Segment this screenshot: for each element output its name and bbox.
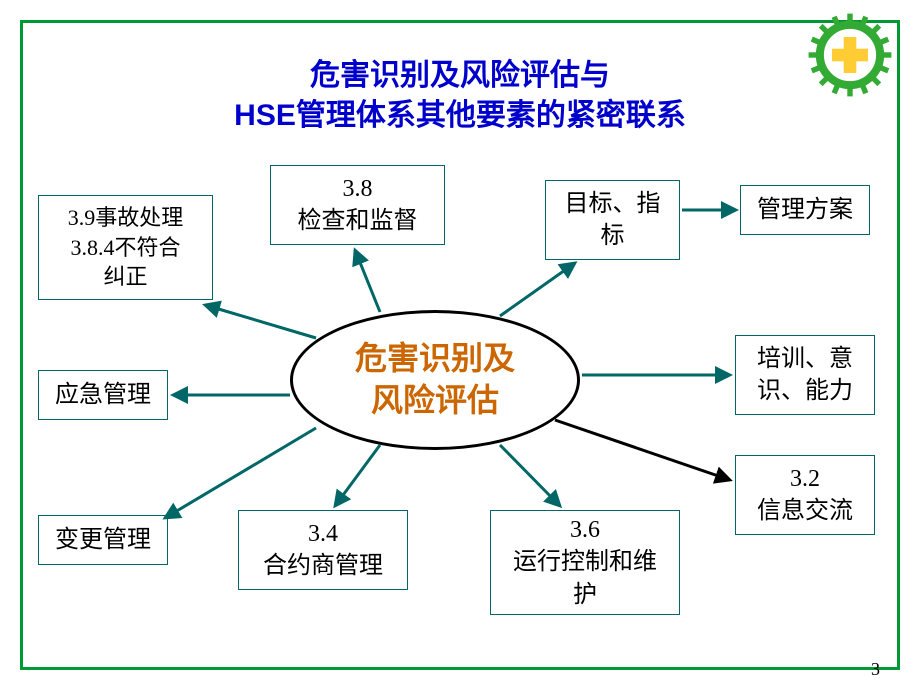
node-change: 变更管理 — [38, 515, 168, 565]
node-info: 3.2 信息交流 — [735, 455, 875, 535]
logo-icon — [805, 10, 895, 105]
page-number: 3 — [871, 659, 880, 680]
node-contractor: 3.4 合约商管理 — [238, 510, 408, 590]
node-emergency: 应急管理 — [38, 370, 168, 420]
node-training: 培训、意 识、能力 — [735, 335, 875, 415]
node-inspect: 3.8 检查和监督 — [270, 165, 445, 245]
center-node: 危害识别及 风险评估 — [290, 310, 580, 450]
title-line-1: 危害识别及风险评估与 — [0, 50, 920, 94]
node-targets: 目标、指 标 — [545, 180, 680, 260]
node-mgmt-plan: 管理方案 — [740, 185, 870, 235]
node-accident: 3.9事故处理 3.8.4不符合 纠正 — [38, 195, 213, 300]
node-operation: 3.6 运行控制和维 护 — [490, 510, 680, 615]
title-line-2: HSE管理体系其他要素的紧密联系 — [0, 90, 920, 134]
